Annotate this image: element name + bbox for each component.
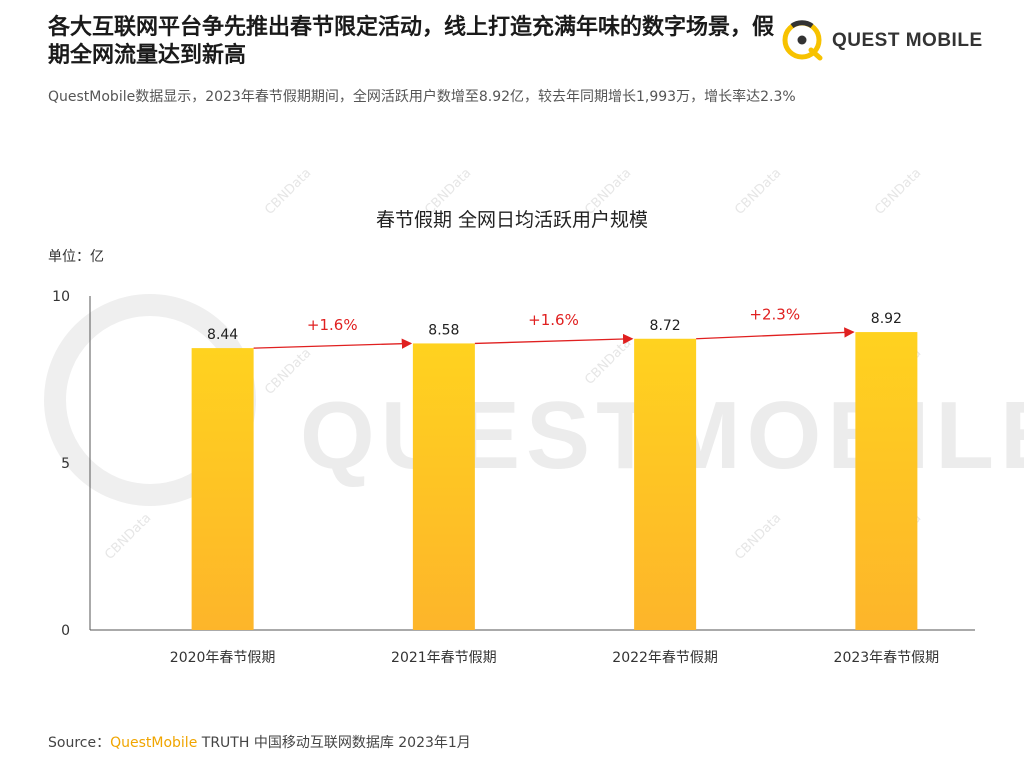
bar: [855, 332, 918, 630]
bar: [412, 343, 475, 630]
chart-title: 春节假期 全网日均活跃用户规模: [375, 209, 649, 231]
x-tick-label: 2023年春节假期: [834, 650, 940, 666]
watermark-small-text: CBNData: [582, 336, 634, 388]
data-label: 8.92: [871, 311, 902, 327]
bar: [191, 348, 254, 630]
source-rest: TRUTH 中国移动互联网数据库 2023年1月: [197, 735, 471, 751]
page-title: 各大互联网平台争先推出春节限定活动，线上打造充满年味的数字场景，假期全网流量达到…: [48, 15, 775, 68]
logo-mark-icon: [782, 20, 823, 61]
watermark-small-text: CBNData: [732, 511, 784, 563]
x-tick-label: 2020年春节假期: [170, 650, 276, 666]
data-label: 8.72: [650, 318, 681, 334]
unit-label: 单位：亿: [48, 249, 104, 265]
bar: [634, 338, 697, 630]
watermark-small-text: CBNData: [102, 511, 154, 563]
y-tick-label: 10: [52, 289, 70, 305]
y-tick-label: 5: [61, 456, 70, 472]
logo-text: QUEST MOBILE: [832, 30, 983, 51]
data-label: 8.58: [428, 322, 459, 338]
growth-label: +1.6%: [528, 311, 579, 329]
growth-label: +2.3%: [749, 305, 800, 323]
growth-arrow: [253, 338, 413, 349]
growth-arrow: [474, 333, 634, 345]
source-note: Source：QuestMobile TRUTH 中国移动互联网数据库 2023…: [48, 732, 471, 752]
y-tick-label: 0: [61, 623, 70, 639]
growth-arrow: [696, 327, 855, 340]
source-prefix: Source：: [48, 735, 111, 751]
page-subtitle: QuestMobile数据显示，2023年春节假期期间，全网活跃用户数增至8.9…: [48, 89, 796, 105]
data-label: 8.44: [207, 327, 238, 343]
x-tick-label: 2021年春节假期: [391, 650, 497, 666]
growth-label: +1.6%: [307, 316, 358, 334]
quest-mobile-logo: QUEST MOBILE: [778, 10, 988, 70]
x-tick-label: 2022年春节假期: [612, 650, 718, 666]
source-brand: QuestMobile: [110, 735, 198, 751]
